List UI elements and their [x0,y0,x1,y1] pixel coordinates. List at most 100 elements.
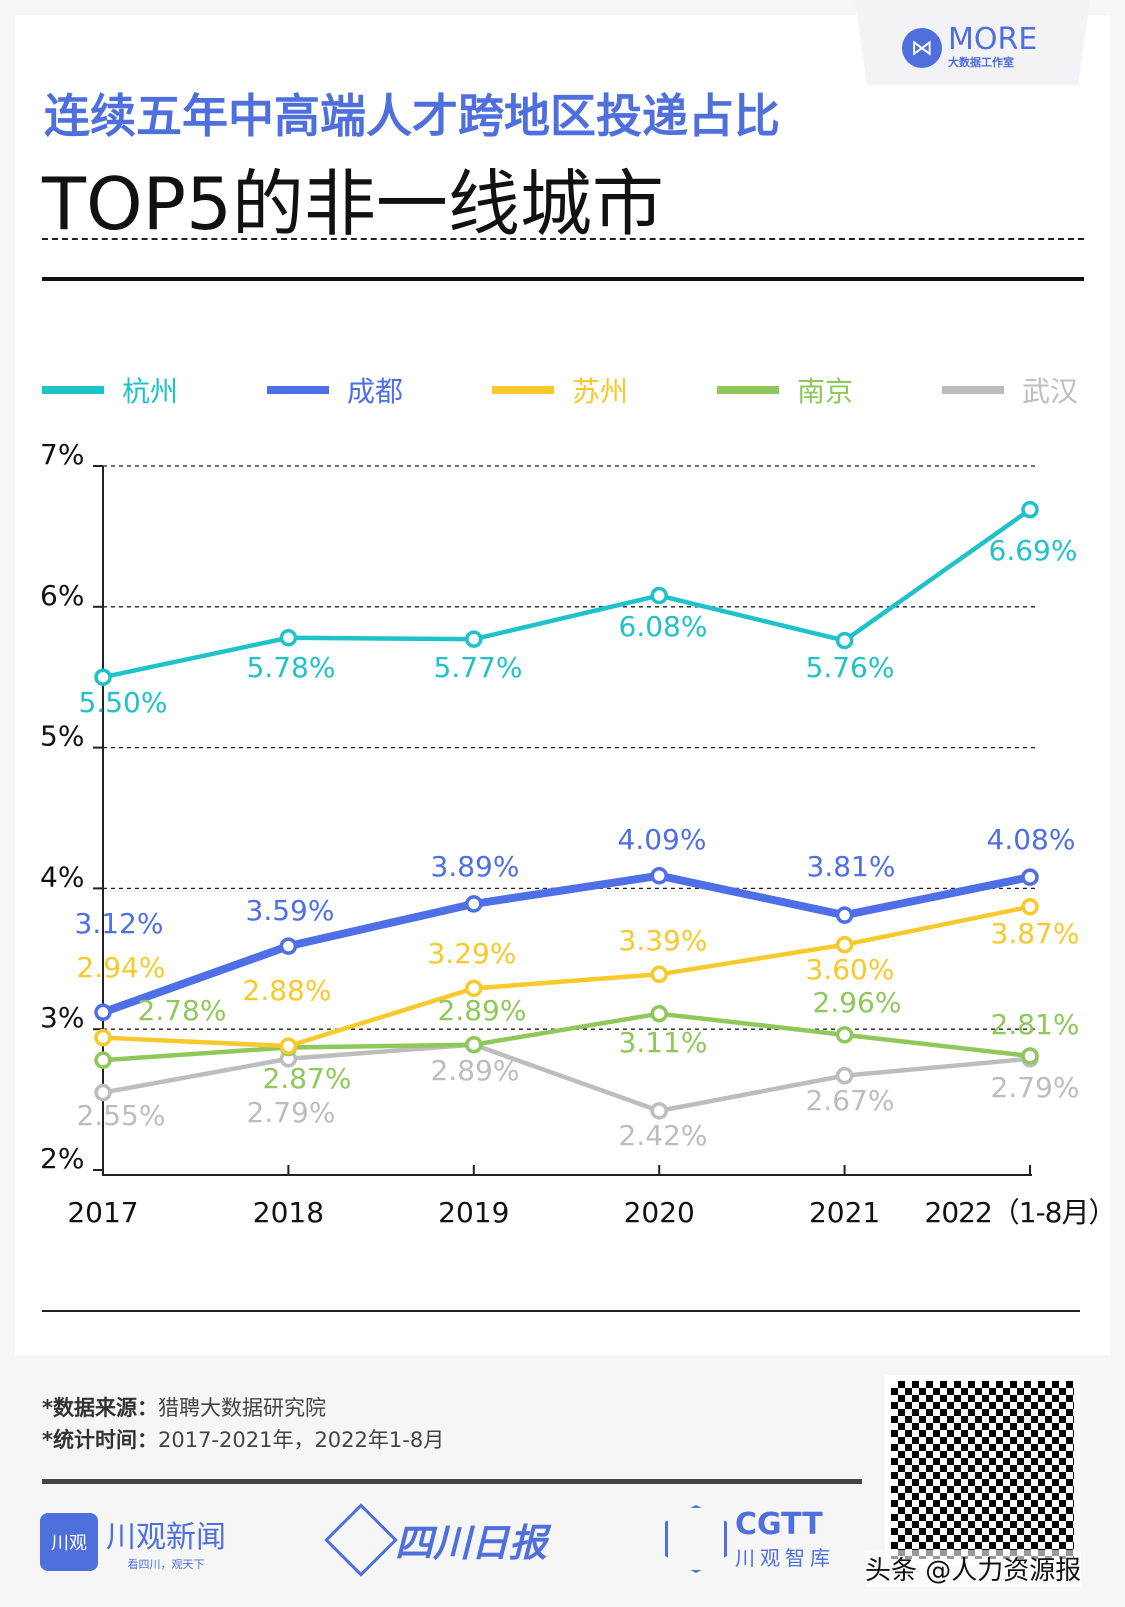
legend-item: 南京 [717,370,942,410]
time-label: *统计时间： [42,1428,158,1452]
data-point [1021,1047,1039,1065]
data-label: 3.29% [428,937,517,970]
data-label: 4.08% [987,823,1076,856]
legend: 杭州 成都 苏州 南京 武汉 [42,370,1125,410]
data-label: 4.09% [618,823,707,856]
data-label: 3.39% [619,924,708,957]
data-point [94,1051,112,1069]
data-label: 2.79% [991,1071,1080,1104]
chuanguan-news-logo: 川观 川观新闻 看四川，观天下 [40,1512,226,1572]
series-line-成都 [101,871,1031,1017]
data-point [1021,868,1039,886]
chuanguan-icon: 川观 [40,1513,98,1571]
data-point [465,1035,483,1054]
legend-swatch [492,386,554,394]
data-label: 3.81% [807,850,896,883]
legend-item: 苏州 [492,370,717,410]
data-label: 6.69% [989,534,1078,567]
title-line1: 连续五年中高端人才跨地区投递占比 [44,89,780,143]
x-tick-label: 2017 [67,1196,138,1229]
legend-swatch [717,386,779,394]
sichuan-daily-icon [324,1502,398,1577]
legend-label: 杭州 [122,375,179,408]
legend-label: 成都 [347,375,404,408]
chuanguan-sub: 看四川，观天下 [127,1558,205,1571]
data-label: 2.88% [243,974,332,1007]
data-label: 2.96% [813,986,902,1019]
data-point [650,965,668,984]
data-point [465,979,483,998]
data-label: 2.78% [138,994,227,1027]
data-point [94,1083,112,1102]
data-point [94,668,112,686]
cgtt-logo: CGTT 川观智库 [665,1505,835,1573]
legend-item: 成都 [267,370,492,410]
logo-name: MORE [948,22,1038,57]
y-tick-label: 5% [40,720,84,753]
data-point [279,1037,298,1055]
data-label: 5.78% [247,651,336,684]
data-label: 2.81% [991,1008,1080,1041]
time-value: 2017-2021年，2022年1-8月 [157,1428,445,1452]
legend-swatch [267,386,329,394]
more-logo-icon: ⋈ [902,28,942,68]
data-point [835,906,854,924]
data-label: 3.87% [991,917,1080,950]
legend-swatch [42,386,104,394]
data-point [279,937,298,955]
data-point [835,1026,854,1044]
data-label: 5.76% [806,651,895,684]
data-point [1021,500,1039,519]
data-point [650,866,668,885]
x-tick-label: 2018 [253,1196,324,1229]
data-point [650,1102,668,1120]
data-label: 2.94% [77,951,166,984]
data-point [1021,897,1039,916]
data-point [650,1004,668,1023]
cgtt-sub: 川观智库 [735,1546,835,1570]
chuanguan-name: 川观新闻 [106,1520,226,1555]
data-label: 2.42% [619,1119,708,1152]
series-line-杭州 [102,507,1032,680]
data-label: 2.79% [247,1096,336,1129]
cgtt-icon [665,1505,727,1573]
data-point [465,630,483,648]
x-tick-label: 2021 [809,1196,880,1229]
data-label: 2.67% [806,1084,895,1117]
data-point [835,1066,854,1085]
logo-sub: 大数据工作室 [948,56,1014,69]
data-label: 5.77% [434,651,523,684]
y-tick-label: 3% [40,1001,84,1034]
data-point [835,935,854,954]
sichuan-daily-name: 四川日报 [395,1520,548,1565]
y-tick-label: 6% [40,579,84,612]
watermark: 头条 @人力资源报 [865,1550,1082,1587]
data-point [94,1028,112,1047]
data-label: 3.12% [75,907,164,940]
time-line: *统计时间：2017-2021年，2022年1-8月 [42,1424,444,1454]
legend-swatch [942,386,1004,394]
source-value: 猎聘大数据研究院 [157,1396,326,1420]
data-label: 3.60% [806,953,895,986]
sichuan-daily-logo: 四川日报 [324,1502,548,1577]
x-tick-label: 2022（1-8月） [925,1196,1116,1229]
data-label: 2.89% [438,994,527,1027]
legend-item: 杭州 [42,370,267,410]
dashed-divider [42,238,1084,240]
footer-divider [42,1479,862,1484]
data-point [465,895,483,913]
data-label: 3.11% [619,1026,708,1059]
title-line2: TOP5的非一线城市 [42,162,664,246]
y-tick-label: 7% [40,438,84,471]
source-line: *数据来源：猎聘大数据研究院 [42,1392,326,1422]
series-line-南京 [102,1011,1031,1063]
x-tick-label: 2020 [624,1196,695,1229]
data-label: 2.87% [263,1062,352,1095]
more-logo: ⋈ MORE 大数据工作室 [902,22,1038,70]
x-tick-label: 2019 [438,1196,509,1229]
logo-tab [855,0,1090,85]
chart-bottom-divider [42,1310,1080,1312]
data-label: 2.55% [77,1099,166,1132]
legend-label: 南京 [797,375,854,408]
data-point [650,586,668,605]
